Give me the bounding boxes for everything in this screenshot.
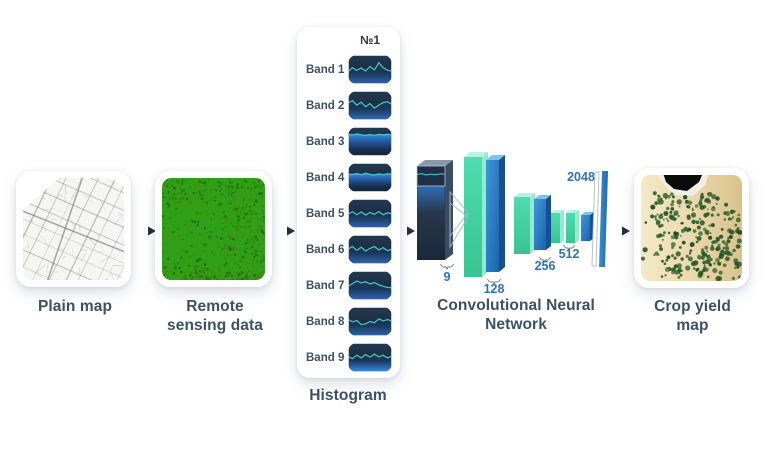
cnn-caption: Convolutional Neural Network [437, 297, 595, 333]
band-sparkline [348, 307, 392, 336]
band-label: Band 2 [306, 99, 345, 112]
remote-sensing-card [155, 171, 272, 287]
band-row: Band 6 [306, 235, 392, 264]
band-sparkline [348, 343, 392, 372]
plain-map-image [23, 178, 124, 280]
plain-map-caption: Plain map [37, 298, 113, 315]
crop-yield-image [641, 175, 742, 281]
band-label: Band 3 [306, 135, 345, 148]
cnn-layer-label-2048: 2048 [567, 170, 595, 184]
cnn-layer-label-9: 9 [443, 270, 451, 284]
band-label: Band 7 [306, 279, 345, 292]
histogram-number: №1 [359, 33, 381, 47]
cnn-layers-graphic [416, 152, 608, 286]
band-sparkline [348, 163, 392, 192]
flow-arrow-2 [273, 226, 295, 236]
band-row: Band 2 [306, 91, 392, 120]
band-sparkline [348, 271, 392, 300]
band-label: Band 4 [306, 171, 345, 184]
band-row: Band 3 [306, 127, 392, 156]
band-sparkline [348, 91, 392, 120]
crop-yield-caption: Crop yield map [654, 298, 731, 334]
band-label: Band 6 [306, 243, 345, 256]
band-label: Band 8 [306, 315, 345, 328]
flow-arrow-1 [134, 226, 156, 236]
plain-map-card [16, 171, 131, 287]
cnn-layer-label-256: 256 [534, 259, 556, 273]
band-row: Band 8 [306, 307, 392, 336]
band-sparkline [348, 127, 392, 156]
band-label: Band 9 [306, 351, 345, 364]
remote-sensing-caption: Remote sensing data [167, 298, 263, 334]
flow-arrow-4 [608, 226, 630, 236]
band-row: Band 5 [306, 199, 392, 228]
band-sparkline [348, 235, 392, 264]
band-row: Band 4 [306, 163, 392, 192]
band-row: Band 1 [306, 55, 392, 84]
crop-yield-card [634, 168, 749, 288]
remote-sensing-image [162, 178, 265, 280]
band-sparkline [348, 199, 392, 228]
band-row: Band 7 [306, 271, 392, 300]
band-rows: Band 1 Band 2 Band 3 Band 4 Band 5 Band 6 Band… [306, 55, 392, 372]
band-row: Band 9 [306, 343, 392, 372]
histogram-caption: Histogram [309, 387, 387, 404]
band-label: Band 1 [306, 63, 345, 76]
cnn-layer-label-128: 128 [483, 282, 505, 296]
band-label: Band 5 [306, 207, 345, 220]
cnn-layer-label-512: 512 [558, 247, 580, 261]
flow-arrow-3 [398, 226, 415, 236]
band-sparkline [348, 55, 392, 84]
